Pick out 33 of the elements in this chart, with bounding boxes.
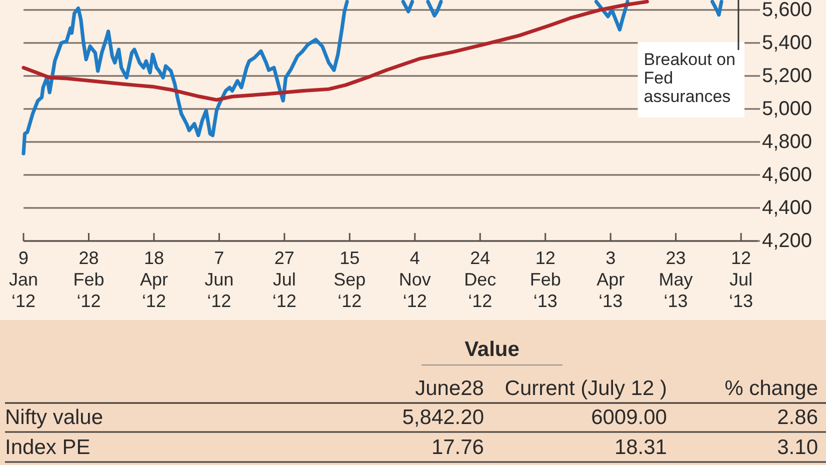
x-tick-label: 18 Apr ‘12 xyxy=(140,248,168,311)
category-label: Current (July 12 ) xyxy=(504,377,667,400)
x-tick-label: 15 Sep ‘12 xyxy=(334,248,366,311)
x-tick-label: 9 Jan ‘12 xyxy=(8,248,38,311)
y-tick-label: 5,000 xyxy=(762,98,812,120)
y-tick-label: 4,200 xyxy=(762,230,812,252)
x-tick-label: 7 Jun ‘12 xyxy=(204,248,234,311)
x-tick-label: 24 Dec ‘12 xyxy=(464,248,496,311)
x-tick-label: 27 Jul ‘12 xyxy=(272,248,296,311)
y-tick-label: 5,200 xyxy=(762,64,812,87)
ref-line-label: Breakout on Fed assurances xyxy=(644,50,736,106)
x-tick-label: 12 Jul ‘13 xyxy=(729,248,754,311)
x-tick-label: 4 Nov ‘12 xyxy=(398,248,431,311)
text: 3.10 xyxy=(777,436,818,459)
category-label: June28 xyxy=(415,377,484,400)
category-label: Index PE xyxy=(5,436,90,459)
text: 18.31 xyxy=(614,436,667,459)
y-tick-label: 4,800 xyxy=(762,130,812,153)
y-tick-label: 5,600 xyxy=(762,0,812,21)
category-label: % change xyxy=(724,377,818,400)
x-tick-label: 28 Feb ‘12 xyxy=(73,248,104,311)
text: 6009.00 xyxy=(591,406,667,429)
y-tick-label: 4,400 xyxy=(762,196,812,219)
x-tick-label: 12 Feb ‘13 xyxy=(530,248,561,311)
y-tick-label: 4,600 xyxy=(762,164,812,186)
x-tick-label: 23 May ‘13 xyxy=(658,248,693,311)
text: 5,842.20 xyxy=(402,406,484,429)
text: 17.76 xyxy=(431,436,484,459)
x-tick-label: 3 Apr ‘13 xyxy=(596,248,625,311)
y-tick-label: 5,400 xyxy=(762,32,812,54)
text: 2.86 xyxy=(777,406,818,429)
text: Value xyxy=(464,338,520,361)
category-label: Nifty value xyxy=(5,406,104,429)
